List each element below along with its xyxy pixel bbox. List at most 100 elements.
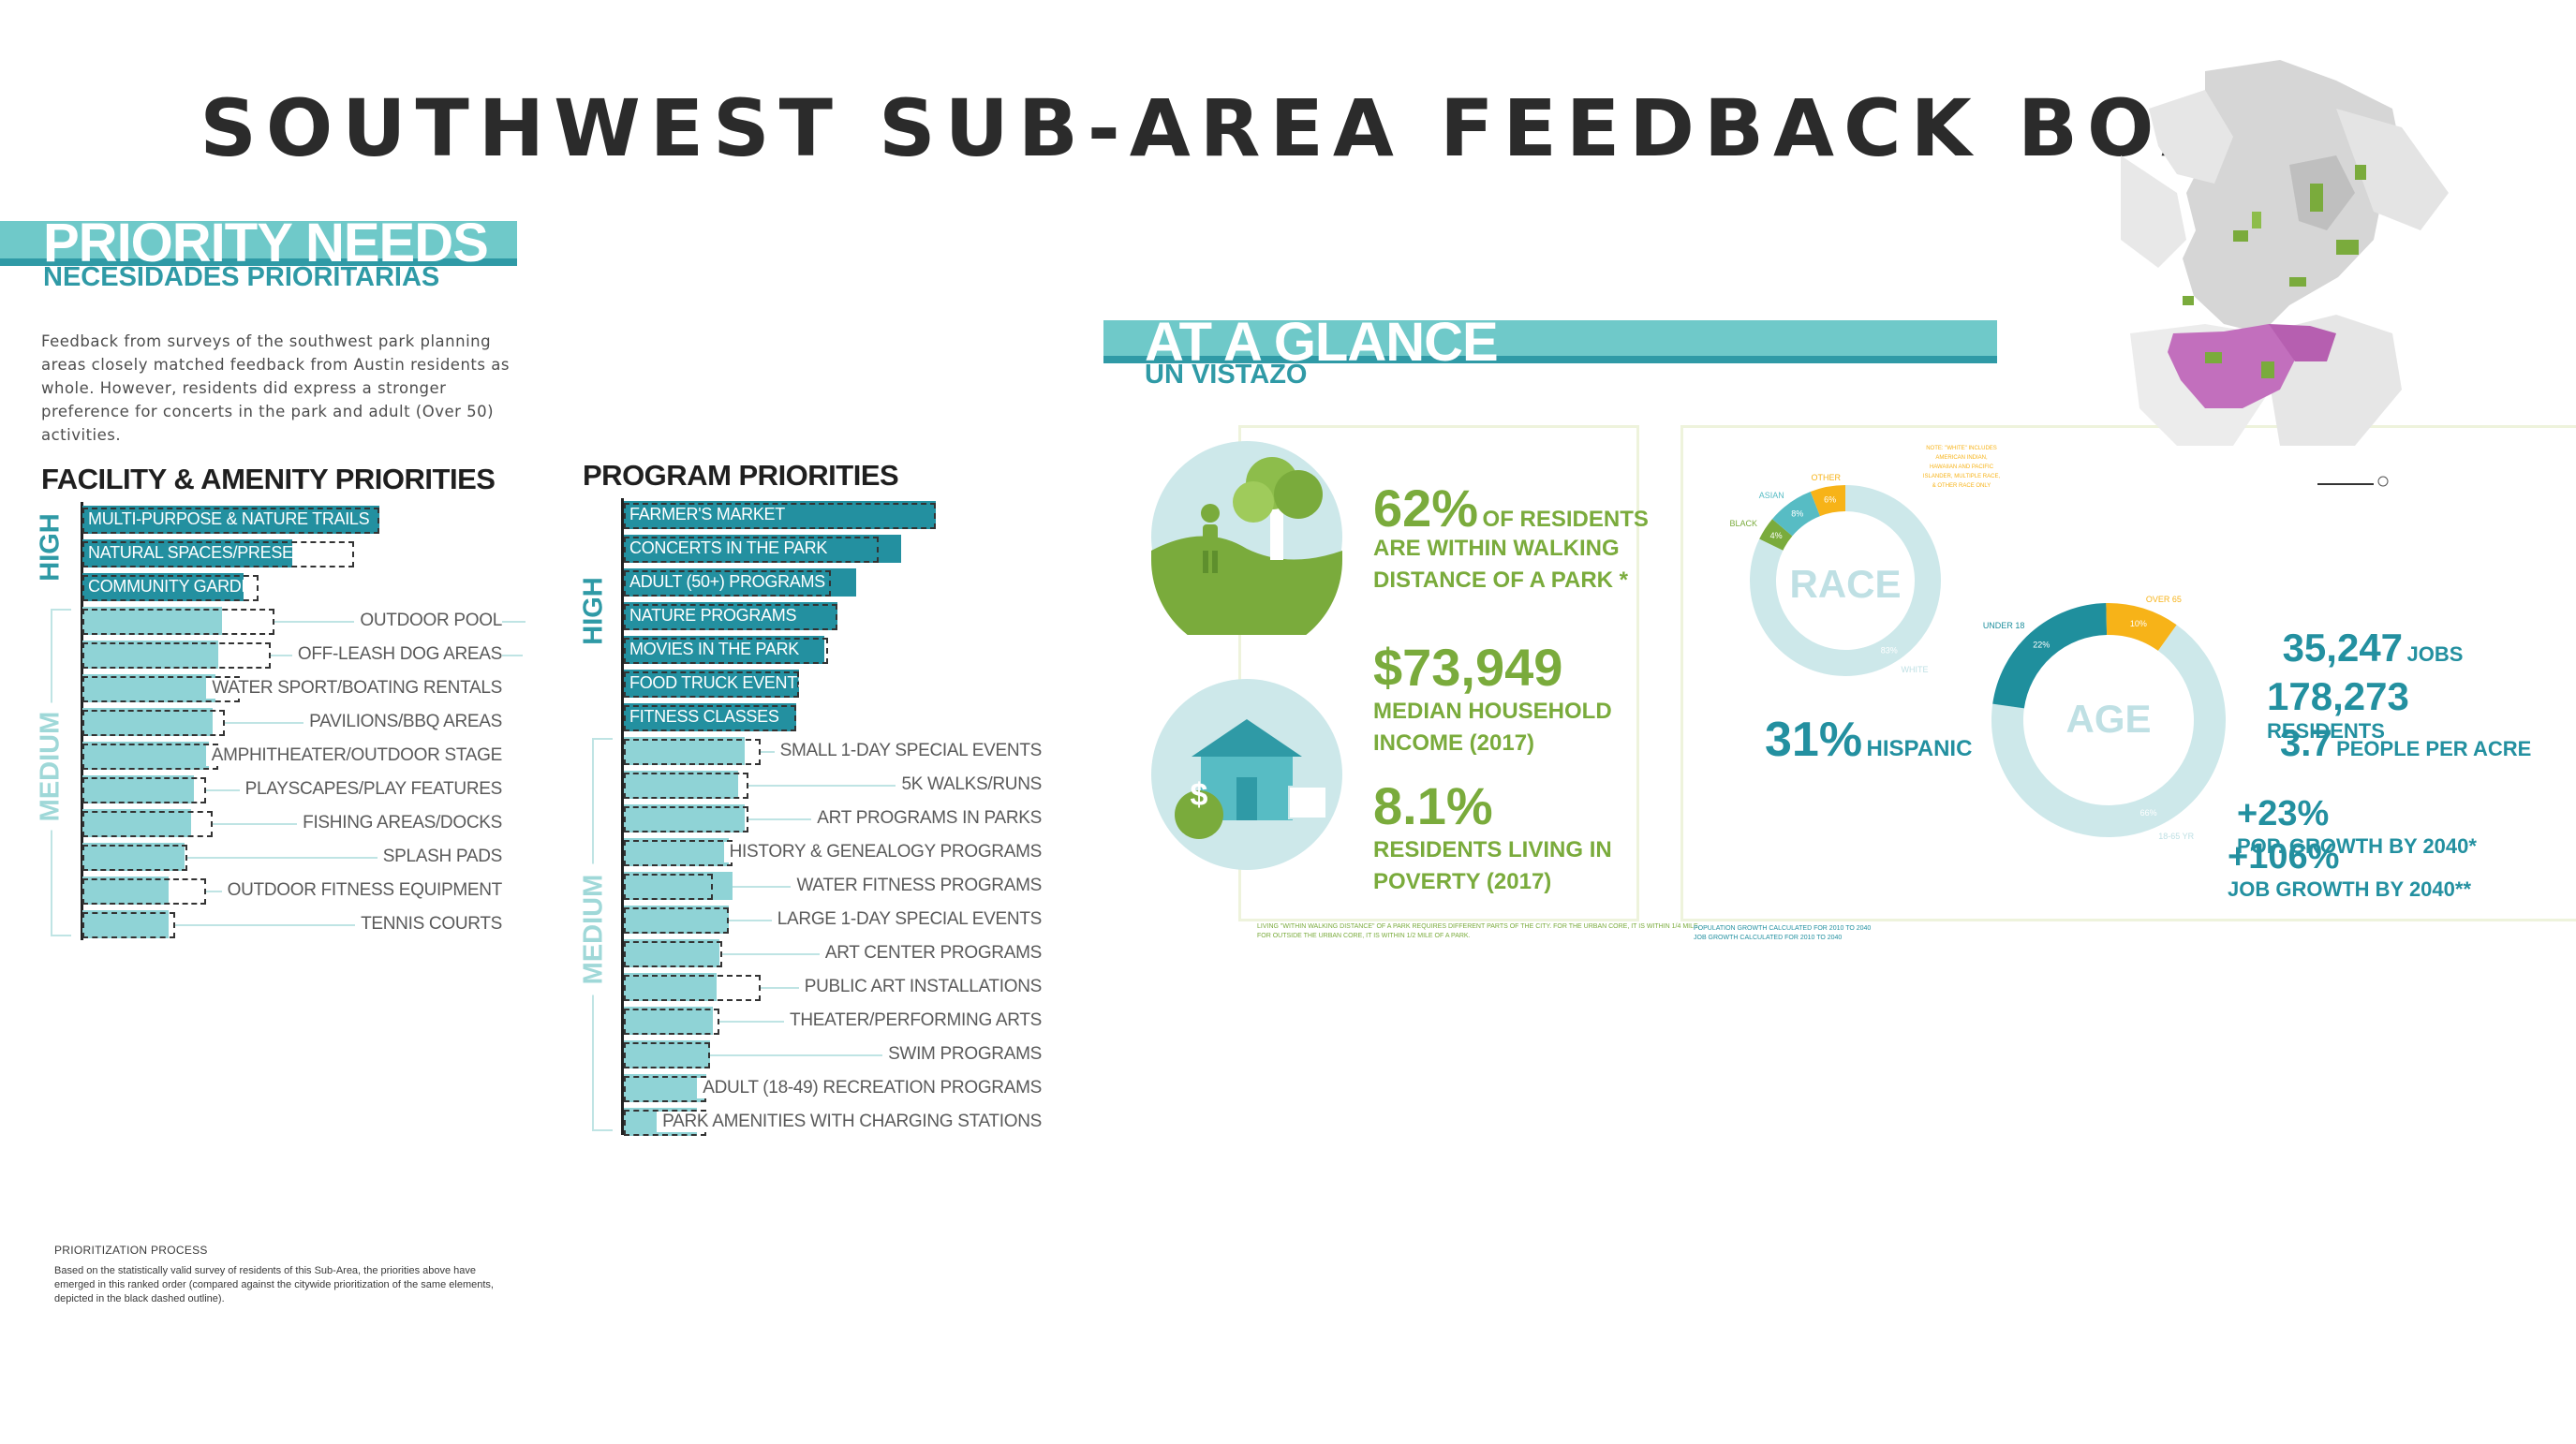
- priority-subtitle: NECESIDADES PRIORITARIAS: [43, 262, 440, 292]
- program-row: LARGE 1-DAY SPECIAL EVENTS: [624, 906, 1042, 934]
- facility-row: FISHING AREAS/DOCKS: [82, 809, 502, 837]
- program-row: MOVIES IN THE PARK: [624, 636, 1042, 664]
- program-bar-label: SMALL 1-DAY SPECIAL EVENTS: [774, 741, 1042, 761]
- program-row: ART PROGRAMS IN PARKS: [624, 804, 1042, 833]
- facility-level-medium: MEDIUM: [35, 702, 67, 831]
- priority-title: PRIORITY NEEDS: [43, 213, 489, 273]
- residents-num: 178,273: [2267, 674, 2409, 718]
- glance-title: AT A GLANCE: [1145, 312, 1499, 373]
- program-bar-label: ART CENTER PROGRAMS: [819, 943, 1042, 964]
- program-row: PUBLIC ART INSTALLATIONS: [624, 973, 1042, 1001]
- program-citywide-outline: [624, 806, 748, 833]
- facility-bar-label: PAVILIONS/BBQ AREAS: [303, 712, 502, 732]
- race-donut: 83%WHITE 4% BLACK 8% ASIAN 6% OTHER: [1730, 473, 1941, 676]
- density-num: 3.7: [2280, 723, 2332, 764]
- facility-bar-label: COMMUNITY GARDE: [88, 577, 253, 596]
- facility-bar-label: TENNIS COURTS: [355, 914, 502, 935]
- program-citywide-outline: [624, 638, 828, 664]
- facility-citywide-outline: [82, 777, 206, 803]
- program-row: FOOD TRUCK EVENTS: [624, 670, 1042, 698]
- residents-text: RESIDENTS: [2267, 719, 2385, 743]
- stats-footnote1: POPULATION GROWTH CALCULATED FOR 2010 TO…: [1694, 925, 1872, 932]
- facility-row: NATURAL SPACES/PRESER: [82, 539, 502, 567]
- facility-citywide-outline: [82, 845, 188, 871]
- income-text1: MEDIAN HOUSEHOLD: [1373, 699, 1612, 724]
- leader-line: [175, 924, 427, 926]
- facility-row: MULTI-PURPOSE & NATURE TRAILS: [82, 506, 502, 534]
- donut-segment-other: [1810, 485, 1846, 517]
- age-label: AGE: [2065, 697, 2152, 741]
- program-bar-label: THEATER/PERFORMING ARTS: [784, 1010, 1042, 1031]
- program-level-high: HIGH: [578, 577, 609, 645]
- glance-footnote1: LIVING "WITHIN WALKING DISTANCE" OF A PA…: [1257, 923, 1700, 930]
- program-bar: [624, 906, 730, 934]
- donut-pct-label: 6%: [1824, 495, 1836, 505]
- program-citywide-outline: [624, 773, 748, 799]
- facility-citywide-outline: [82, 575, 259, 601]
- donut-pct-label: 8%: [1791, 508, 1803, 518]
- donut-pct-label: 4%: [1770, 531, 1783, 540]
- program-bar-label: FITNESS CLASSES: [629, 707, 779, 726]
- facility-bar: [82, 506, 379, 534]
- facility-bar-label: OFF-LEASH DOG AREAS: [291, 644, 502, 665]
- facility-bar: [82, 573, 244, 601]
- program-bar: [624, 838, 730, 866]
- donut-series-label: OTHER: [1811, 473, 1841, 482]
- facility-bar: [82, 809, 191, 837]
- jobs-stat: 35,247 JOBS: [2274, 626, 2471, 670]
- program-citywide-outline: [624, 705, 796, 731]
- program-row: NATURE PROGRAMS: [624, 602, 1042, 630]
- facility-citywide-outline: [82, 710, 225, 736]
- glance-footnote2: FOR OUTSIDE THE URBAN CORE, IT IS WITHIN…: [1257, 933, 1471, 939]
- job-growth-num: +106%: [2228, 837, 2340, 877]
- program-row: SWIM PROGRAMS: [624, 1040, 1042, 1068]
- walk-text1: OF RESIDENTS: [1482, 507, 1649, 532]
- facility-bar-label: OUTDOOR POOL: [354, 611, 502, 631]
- facility-row: WATER SPORT/BOATING RENTALS: [82, 674, 502, 702]
- program-citywide-outline: [624, 671, 799, 698]
- program-axis: [621, 498, 624, 1135]
- program-bar-label: WATER FITNESS PROGRAMS: [791, 876, 1042, 896]
- facility-bar: [82, 843, 185, 871]
- jobs-text: JOBS: [2406, 642, 2464, 666]
- facility-bar-label: PLAYSCAPES/PLAY FEATURES: [239, 779, 502, 800]
- program-bar: [624, 535, 901, 563]
- facility-bar: [82, 775, 194, 803]
- hispanic-text: HISPANIC: [1866, 736, 1973, 761]
- pop-growth-num: +23%: [2237, 794, 2330, 833]
- program-row: FARMER'S MARKET: [624, 501, 1042, 529]
- program-row: WATER FITNESS PROGRAMS: [624, 872, 1042, 900]
- program-bar-label: ART PROGRAMS IN PARKS: [811, 808, 1042, 829]
- priority-banner: [0, 221, 517, 266]
- program-bar-label: PARK AMENITIES WITH CHARGING STATIONS: [657, 1112, 1042, 1132]
- program-citywide-outline: [624, 1009, 719, 1035]
- hispanic-stat: 31% HISPANIC: [1765, 712, 1972, 768]
- program-row: ART CENTER PROGRAMS: [624, 939, 1042, 967]
- program-citywide-outline: [624, 739, 762, 765]
- facility-axis: [81, 502, 83, 940]
- donut-series-label: WHITE: [1901, 665, 1928, 674]
- glance-frame-right: [1680, 425, 2576, 921]
- poverty-text1: RESIDENTS LIVING IN: [1373, 837, 1612, 862]
- program-citywide-outline: [624, 1076, 707, 1102]
- program-row: SMALL 1-DAY SPECIAL EVENTS: [624, 737, 1042, 765]
- facility-bar-label: OUTDOOR FITNESS EQUIPMENT: [221, 880, 502, 901]
- program-citywide-outline: [624, 975, 762, 1001]
- facility-row: PLAYSCAPES/PLAY FEATURES: [82, 775, 502, 803]
- glance-subtitle: UN VISTAZO: [1145, 360, 1308, 390]
- leader-line: [187, 857, 439, 859]
- program-row: ADULT (18-49) RECREATION PROGRAMS: [624, 1074, 1042, 1102]
- facility-row: OUTDOOR FITNESS EQUIPMENT: [82, 877, 502, 905]
- program-citywide-outline: [624, 604, 837, 630]
- facility-citywide-outline: [82, 811, 213, 837]
- walk-stat: 62% OF RESIDENTS: [1373, 478, 1649, 538]
- age-donut: 66% 18-65 YR 22% UNDER 18 10% OVER 65: [1983, 595, 2226, 841]
- program-bar: [624, 1007, 714, 1035]
- program-bar: [624, 636, 825, 664]
- facility-citywide-outline: [82, 609, 274, 635]
- facility-row: OUTDOOR POOL: [82, 607, 526, 635]
- donut-segment-under-18: [1992, 603, 2108, 709]
- park-icon: [1151, 441, 1342, 635]
- program-bar-label: NATURE PROGRAMS: [629, 606, 797, 625]
- facility-bar-label: MULTI-PURPOSE & NATURE TRAILS: [88, 509, 370, 528]
